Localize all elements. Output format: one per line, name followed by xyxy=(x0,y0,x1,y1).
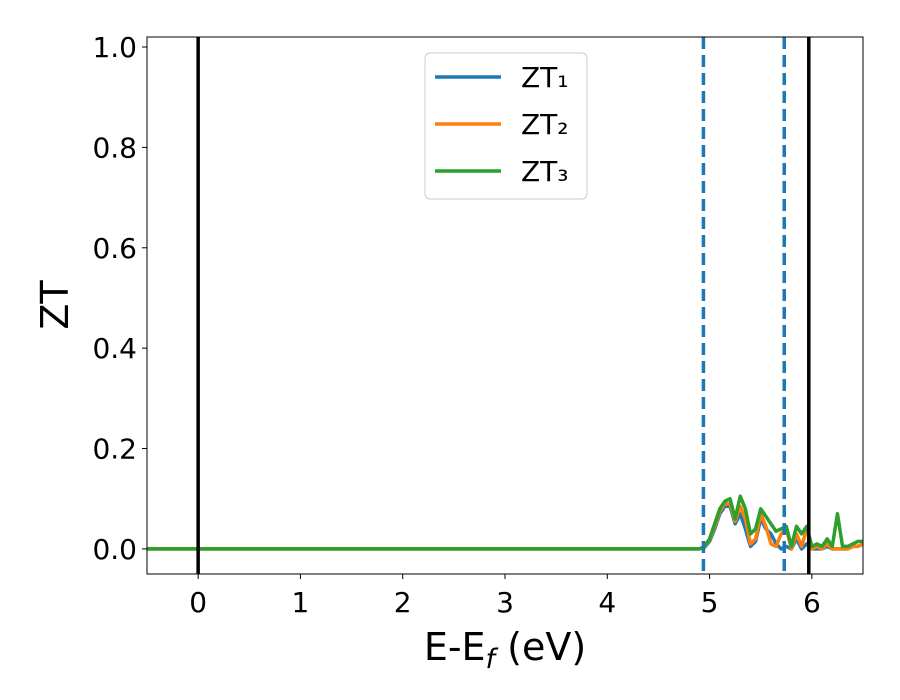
x-tick-label: 5 xyxy=(701,586,719,619)
x-tick-label: 6 xyxy=(803,586,821,619)
legend-label: ZT₃ xyxy=(521,155,569,188)
x-tick-label: 0 xyxy=(189,586,207,619)
series-line xyxy=(147,494,863,551)
y-tick-label: 0.0 xyxy=(92,533,137,566)
y-tick-label: 0.4 xyxy=(92,332,137,365)
legend-label: ZT₂ xyxy=(521,108,569,141)
x-tick-label: 2 xyxy=(394,586,412,619)
legend-box xyxy=(424,52,588,200)
plot-area xyxy=(147,37,863,574)
y-tick-label: 0.2 xyxy=(92,433,137,466)
legend-label: ZT₁ xyxy=(521,61,569,94)
x-tick-label: 3 xyxy=(496,586,514,619)
y-axis-label: ZT xyxy=(33,280,77,330)
y-tick-label: 1.0 xyxy=(92,31,137,64)
y-tick-label: 0.8 xyxy=(92,131,137,164)
x-tick-label: 4 xyxy=(598,586,616,619)
x-axis-label: E-Ef (eV) xyxy=(424,625,586,675)
y-tick-label: 0.6 xyxy=(92,232,137,265)
x-tick-label: 1 xyxy=(292,586,310,619)
